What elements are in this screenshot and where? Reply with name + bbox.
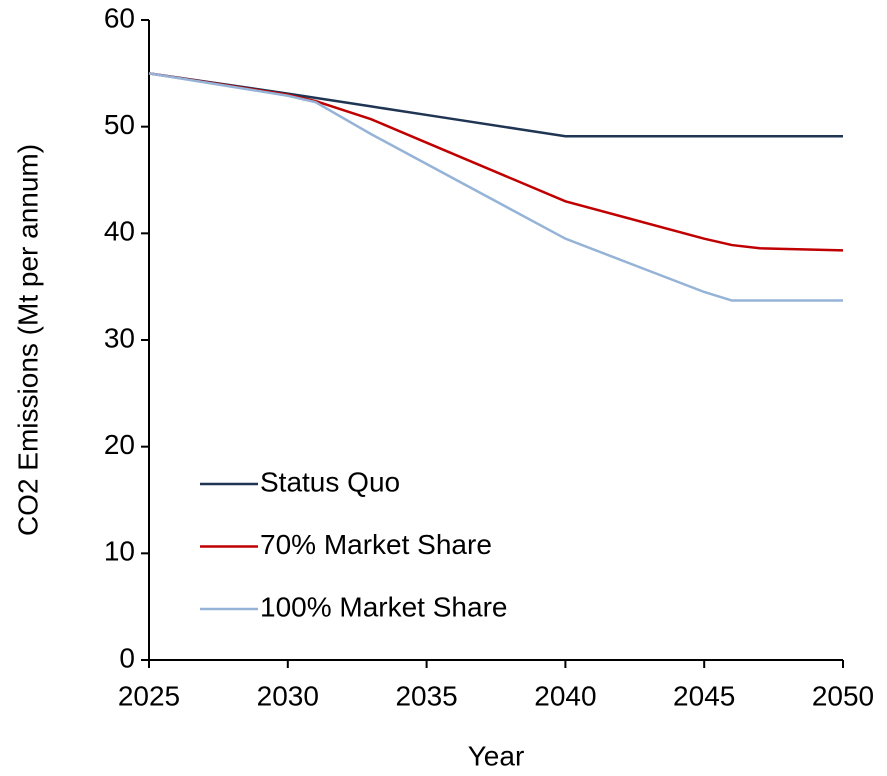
series-line	[148, 72, 843, 138]
x-tick-label: 2050	[812, 680, 874, 711]
y-tick-label: 20	[104, 429, 135, 460]
y-axis-label: CO2 Emissions (Mt per annum)	[12, 144, 43, 536]
x-tick-label: 2045	[673, 680, 735, 711]
y-tick-label: 60	[104, 2, 135, 33]
x-axis-label: Year	[468, 740, 525, 771]
x-tick-label: 2035	[395, 680, 457, 711]
legend-label: Status Quo	[260, 466, 400, 497]
y-tick-label: 40	[104, 216, 135, 247]
y-tick-label: 50	[104, 109, 135, 140]
series-line	[148, 72, 843, 302]
y-tick-label: 0	[119, 642, 135, 673]
legend-label: 100% Market Share	[260, 591, 507, 622]
x-tick-label: 2040	[534, 680, 596, 711]
x-tick-label: 2030	[257, 680, 319, 711]
legend-label: 70% Market Share	[260, 529, 492, 560]
series-line	[148, 72, 844, 252]
x-tick-label: 2025	[118, 680, 180, 711]
y-tick-label: 10	[104, 536, 135, 567]
y-tick-label: 30	[104, 322, 135, 353]
